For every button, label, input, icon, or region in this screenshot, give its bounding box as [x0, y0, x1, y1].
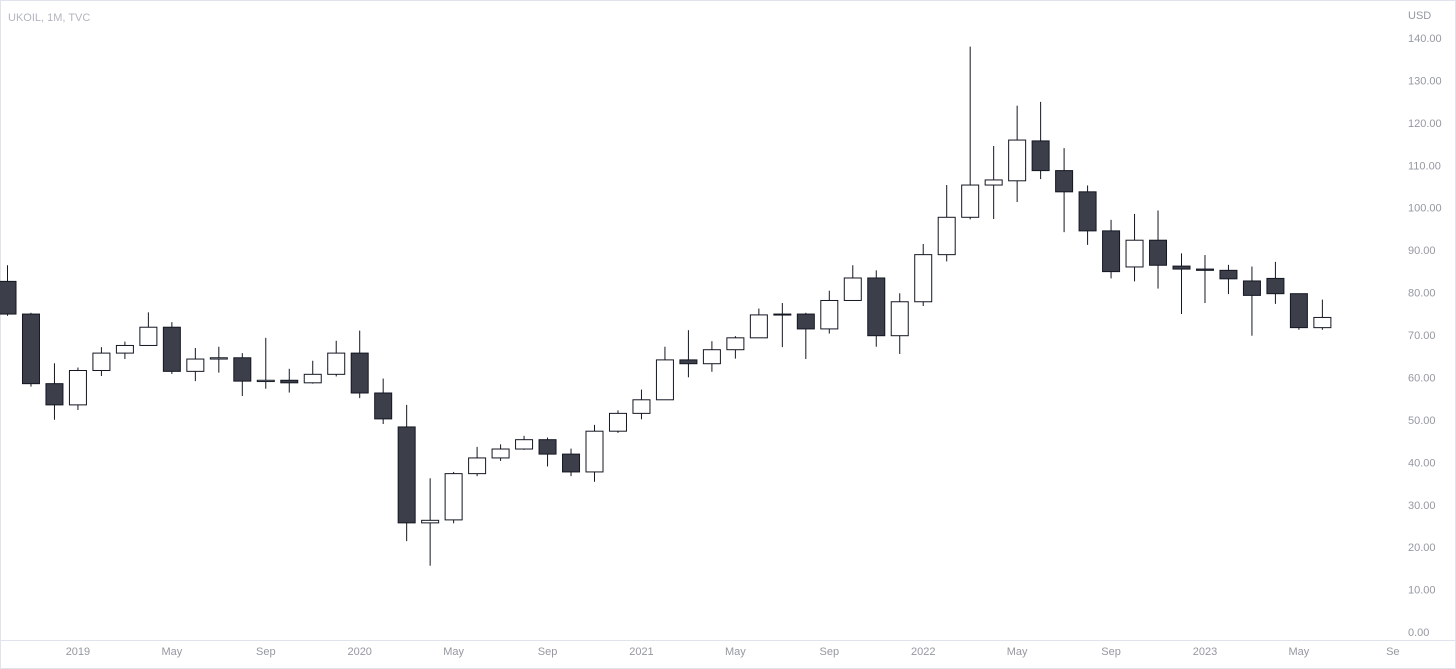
candle-body — [1195, 268, 1214, 271]
y-tick-label: 20.00 — [1408, 542, 1436, 554]
candle-body — [491, 448, 510, 459]
candle-body — [585, 430, 604, 473]
y-tick-label: 110.00 — [1408, 160, 1441, 172]
candle-body — [45, 383, 64, 406]
x-tick-label: 2019 — [66, 646, 90, 658]
candle-body — [515, 439, 534, 450]
candle-body — [820, 299, 839, 330]
candle-body — [1031, 140, 1050, 172]
candle-body — [1149, 239, 1168, 266]
candle-body — [92, 352, 111, 372]
candle-body — [162, 326, 181, 372]
candle-body — [867, 277, 886, 337]
candle-body — [1055, 170, 1074, 193]
candle-body — [280, 379, 299, 384]
candle-body — [327, 352, 346, 375]
y-tick-label: 120.00 — [1408, 118, 1442, 130]
candle-body — [186, 358, 205, 372]
x-tick-label: Sep — [538, 646, 558, 658]
candle-body — [1266, 277, 1285, 295]
candle-body — [726, 337, 745, 351]
candle-body — [937, 216, 956, 256]
y-tick-label: 90.00 — [1408, 245, 1436, 257]
candle-body — [749, 314, 768, 339]
candle-body — [1313, 316, 1332, 329]
candle-body — [421, 519, 440, 524]
candle-body — [350, 352, 369, 394]
candle-body — [1102, 230, 1121, 273]
candle-body — [233, 357, 252, 382]
candle-body — [679, 359, 698, 365]
y-tick-label: 50.00 — [1408, 415, 1436, 427]
candle-body — [773, 313, 792, 316]
candle-body — [1125, 239, 1144, 268]
x-tick-label: 2021 — [629, 646, 653, 658]
y-tick-label: 130.00 — [1408, 75, 1442, 87]
currency-label: USD — [1408, 10, 1431, 22]
y-tick-label: 30.00 — [1408, 500, 1436, 512]
candle-body — [632, 399, 651, 414]
candle-body — [139, 326, 158, 346]
x-tick-label: 2022 — [911, 646, 935, 658]
x-tick-label: May — [161, 646, 182, 658]
x-tick-label: May — [443, 646, 464, 658]
candle-body — [702, 349, 721, 365]
y-tick-label: 40.00 — [1408, 457, 1436, 469]
y-tick-label: 100.00 — [1408, 203, 1442, 215]
candle-body — [562, 453, 581, 473]
candle-body — [0, 280, 17, 315]
x-tick-label: 2023 — [1193, 646, 1217, 658]
candle-body — [914, 254, 933, 303]
candle-body — [1289, 293, 1308, 329]
candle-body — [468, 457, 487, 475]
x-tick-label: Sep — [256, 646, 276, 658]
candle-body — [655, 359, 674, 401]
y-tick-label: 60.00 — [1408, 372, 1436, 384]
y-tick-label: 70.00 — [1408, 330, 1436, 342]
candle-body — [303, 373, 322, 384]
y-tick-label: 140.00 — [1408, 33, 1442, 45]
x-tick-label: Se — [1386, 646, 1399, 658]
y-tick-label: 0.00 — [1408, 627, 1429, 639]
candle-body — [608, 412, 627, 432]
candle-body — [1219, 269, 1238, 280]
candle-body — [68, 370, 87, 406]
candle-body — [374, 392, 393, 420]
x-tick-label: 2020 — [347, 646, 371, 658]
candle-body — [961, 184, 980, 218]
candle-body — [444, 473, 463, 521]
x-tick-label: May — [725, 646, 746, 658]
candle-body — [1078, 191, 1097, 232]
x-tick-label: Sep — [1101, 646, 1121, 658]
candle-body — [1242, 280, 1261, 296]
y-tick-label: 10.00 — [1408, 585, 1436, 597]
candle-body — [1008, 139, 1027, 182]
candle-body — [796, 313, 815, 330]
candle-body — [397, 426, 416, 524]
candle-body — [538, 439, 557, 455]
chart-title: UKOIL, 1M, TVC — [8, 12, 90, 24]
x-tick-label: May — [1289, 646, 1310, 658]
candle-body — [21, 313, 40, 385]
candle-body — [1172, 265, 1191, 270]
candle-body — [256, 379, 275, 383]
candle-body — [115, 344, 134, 354]
candle-body — [209, 357, 228, 360]
candle-body — [890, 301, 909, 337]
x-tick-label: Sep — [820, 646, 840, 658]
x-tick-label: May — [1007, 646, 1028, 658]
candle-body — [843, 277, 862, 301]
y-tick-label: 80.00 — [1408, 288, 1436, 300]
candle-body — [984, 179, 1003, 186]
